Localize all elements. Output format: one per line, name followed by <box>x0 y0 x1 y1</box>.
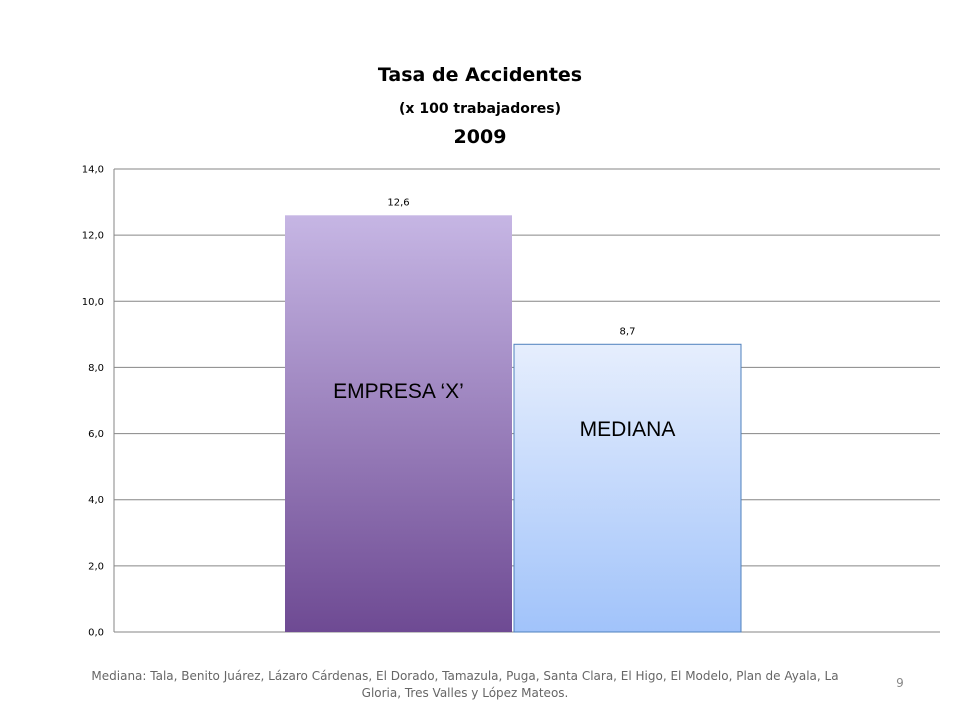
chart-title-block: Tasa de Accidentes (x 100 trabajadores) … <box>0 0 960 160</box>
bar-mediana <box>513 343 742 633</box>
y-tick-label: 12,0 <box>82 231 104 242</box>
bars <box>285 215 742 633</box>
chart-title: Tasa de Accidentes <box>377 64 583 86</box>
category-label: MEDIANA <box>580 418 676 441</box>
bar-empresa <box>285 215 512 633</box>
data-labels: 12,6 EMPRESA ‘X’ 8,7 MEDIANA <box>333 197 675 441</box>
y-tick-label: 2,0 <box>88 561 104 572</box>
y-tick-label: 4,0 <box>88 495 104 506</box>
y-tick-label: 8,0 <box>88 363 104 374</box>
chart-year: 2009 <box>453 126 507 148</box>
y-axis-ticks: 0,0 2,0 4,0 6,0 8,0 10,0 12,0 14,0 <box>82 165 104 639</box>
data-label: 12,6 <box>387 197 409 208</box>
category-label: EMPRESA ‘X’ <box>333 380 464 403</box>
footnote: Mediana: Tala, Benito Juárez, Lázaro Cár… <box>91 669 839 700</box>
data-label: 8,7 <box>620 326 636 337</box>
y-tick-label: 14,0 <box>82 165 104 176</box>
y-tick-label: 6,0 <box>88 429 104 440</box>
page-number: 9 <box>896 676 904 690</box>
y-tick-label: 0,0 <box>88 628 104 639</box>
y-tick-label: 10,0 <box>82 297 104 308</box>
chart-subtitle: (x 100 trabajadores) <box>399 101 561 117</box>
